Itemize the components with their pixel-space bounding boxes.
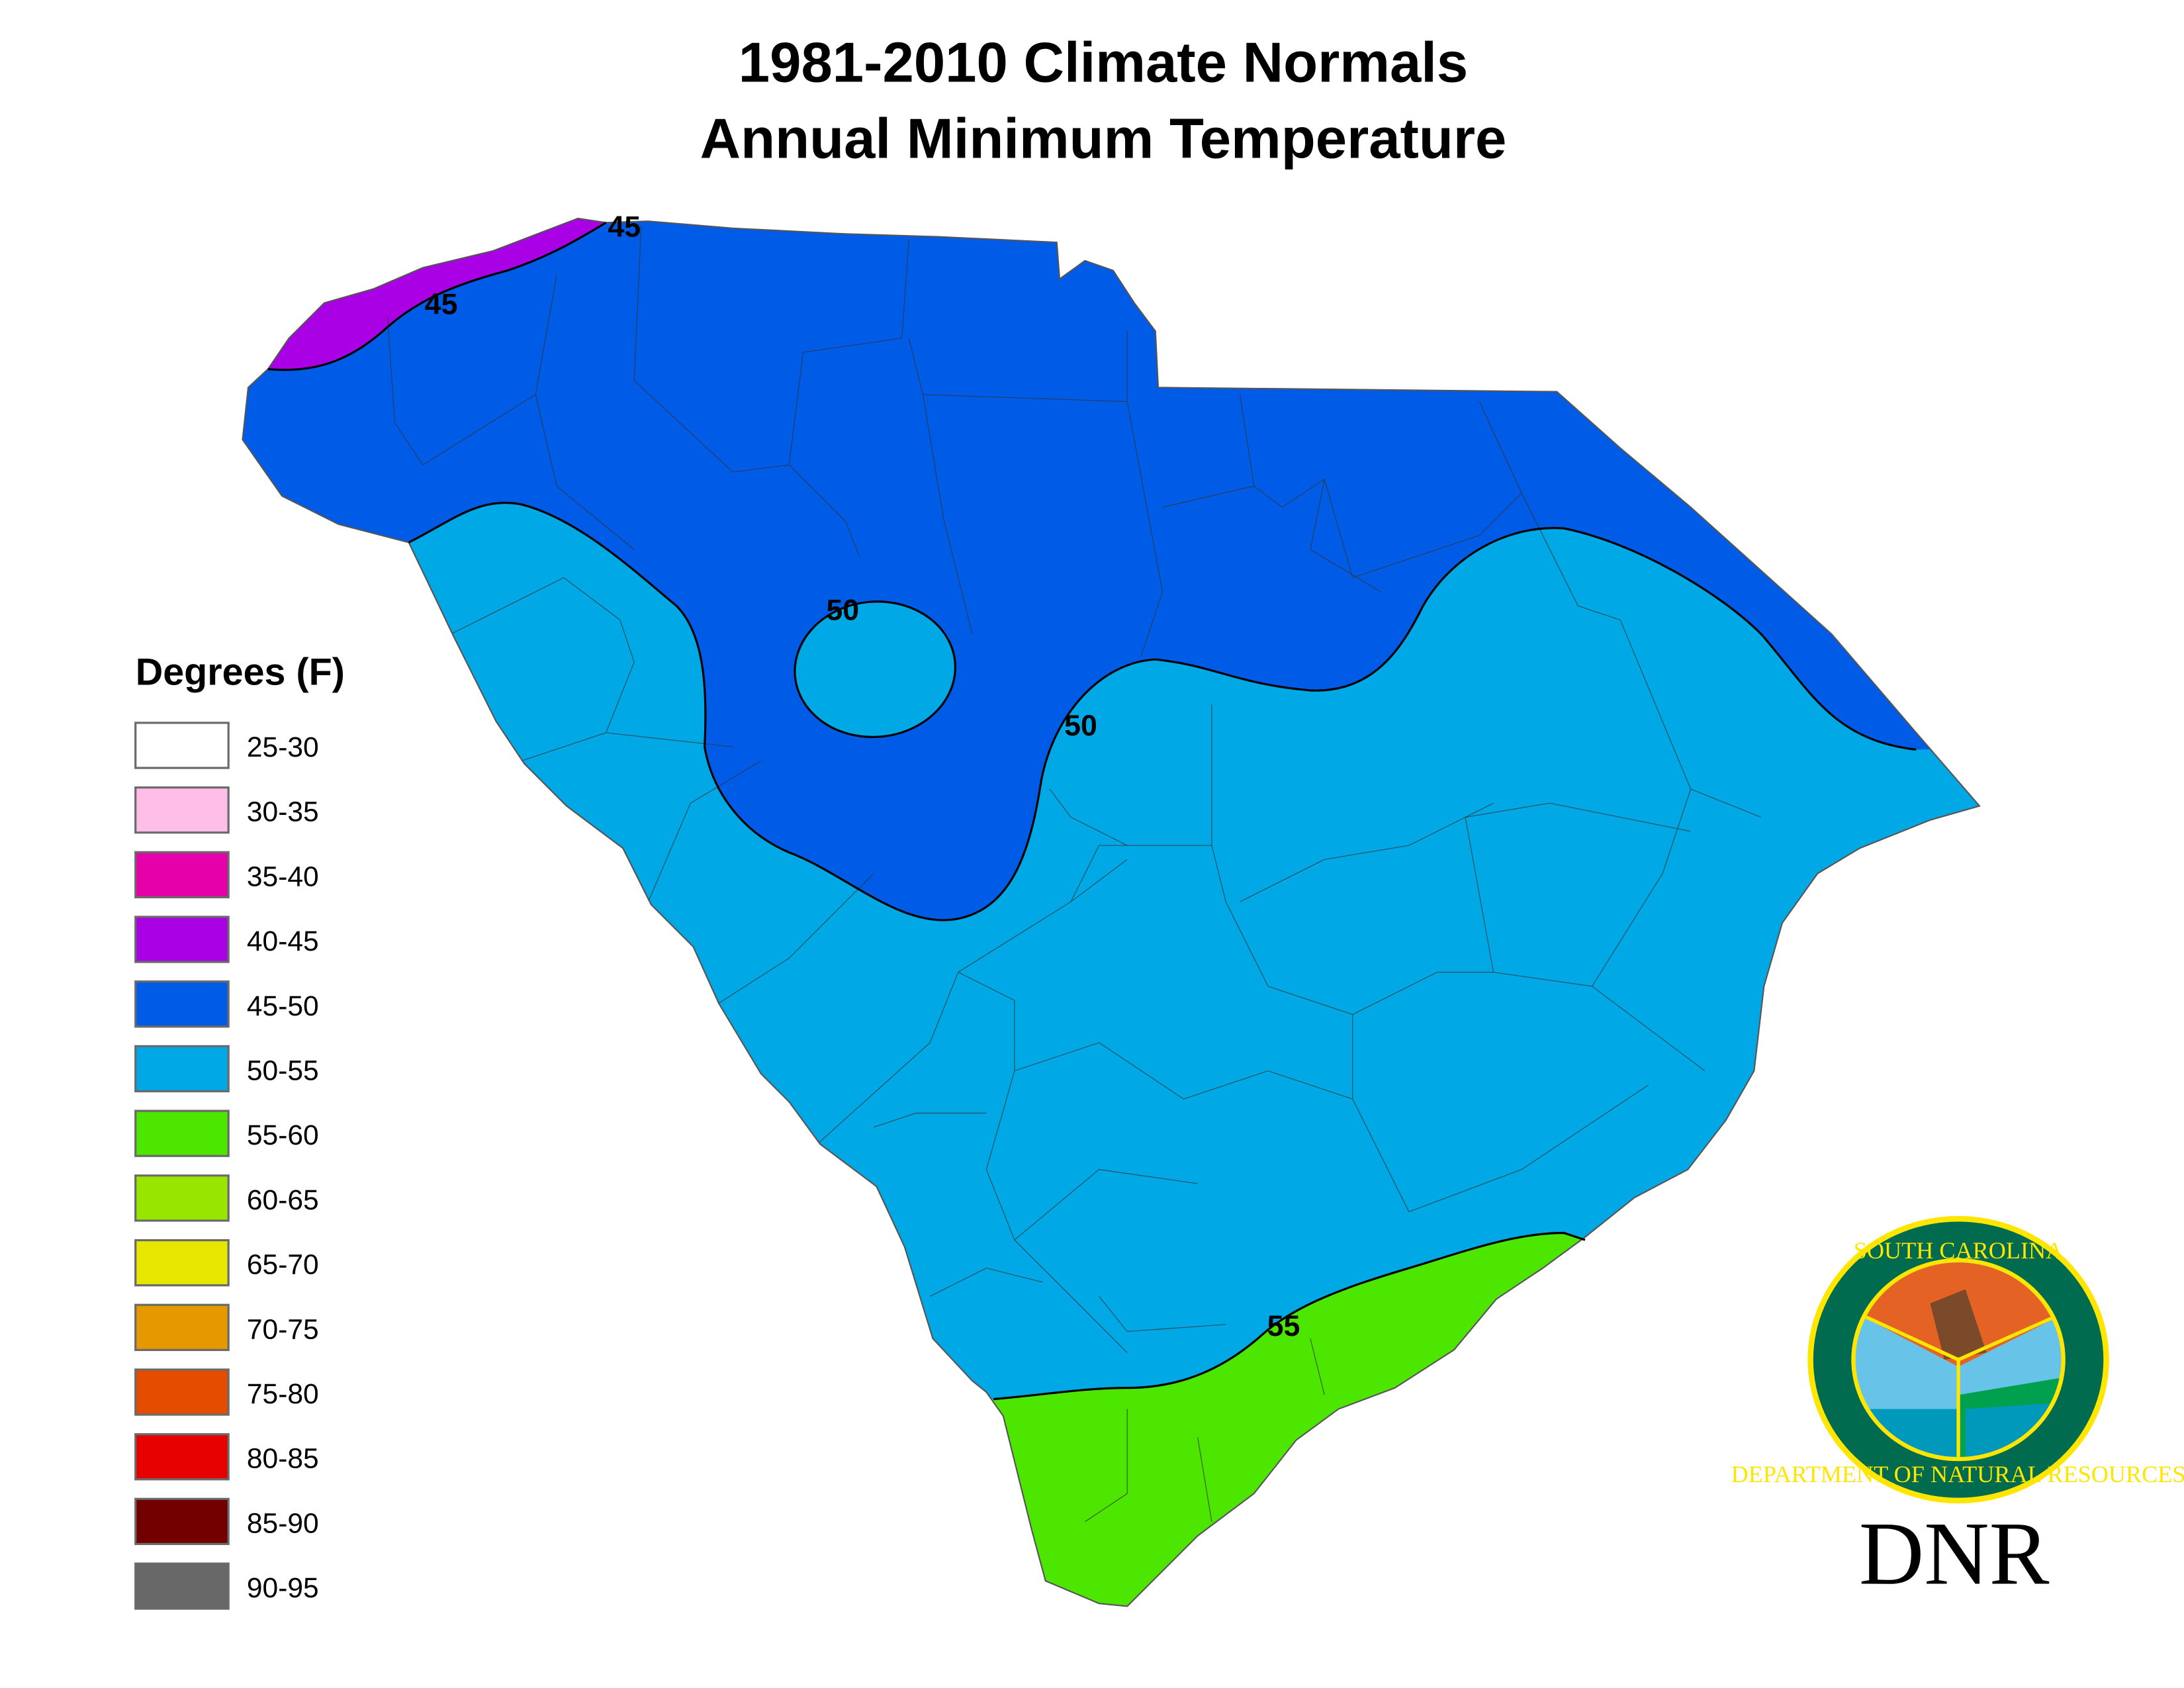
legend-item: 45-50 (134, 980, 319, 1028)
legend-item: 30-35 (134, 786, 319, 834)
logo-acronym: DNR (1859, 1504, 2050, 1603)
legend-item: 40-45 (134, 915, 319, 963)
legend-swatch (134, 786, 230, 834)
legend-swatch (134, 1497, 230, 1546)
legend-item: 50-55 (134, 1045, 319, 1093)
legend: Degrees (F) 25-30 30-35 35-40 40-45 45-50 50-… (134, 651, 345, 1610)
legend-swatch (134, 1045, 230, 1093)
legend-label: 90-95 (247, 1572, 319, 1604)
legend-item: 90-95 (134, 1562, 319, 1610)
legend-swatch (134, 1109, 230, 1157)
legend-swatch (134, 722, 230, 769)
legend-swatch (134, 1433, 230, 1481)
contour-label: 55 (1267, 1310, 1300, 1342)
dnr-logo: SOUTH CAROLINA DEPARTMENT OF NATURAL RES… (1731, 1215, 2184, 1603)
logo-bottom-text: DEPARTMENT OF NATURAL RESOURCES (1731, 1461, 2184, 1487)
legend-item: 80-85 (134, 1433, 319, 1481)
contour-label: 45 (425, 289, 458, 321)
contour-label: 50 (1064, 710, 1097, 742)
legend-label: 30-35 (247, 796, 319, 828)
contour-label: 50 (826, 594, 859, 627)
legend-label: 75-80 (247, 1378, 319, 1410)
legend-item: 60-65 (134, 1174, 319, 1222)
legend-swatch (134, 915, 230, 963)
isotherm-lines (267, 221, 1917, 1401)
legend-item: 75-80 (134, 1368, 319, 1416)
logo-top-text: SOUTH CAROLINA (1854, 1237, 2064, 1264)
legend-swatch (134, 1368, 230, 1416)
legend-swatch (134, 1562, 230, 1610)
legend-item: 25-30 (134, 722, 319, 769)
legend-item: 85-90 (134, 1497, 319, 1546)
county-boundaries (387, 225, 1762, 1523)
legend-item: 35-40 (134, 851, 319, 899)
legend-swatch (134, 1239, 230, 1287)
legend-item: 70-75 (134, 1303, 319, 1351)
legend-label: 40-45 (247, 925, 319, 957)
legend-swatch (134, 1303, 230, 1351)
legend-swatch (134, 1174, 230, 1222)
contour-label: 45 (608, 211, 641, 244)
legend-label: 70-75 (247, 1313, 319, 1345)
map-title-line2: Annual Minimum Temperature (700, 107, 1507, 170)
zone-50-55-island (794, 600, 956, 738)
legend-swatch (134, 851, 230, 899)
legend-label: 55-60 (247, 1119, 319, 1151)
legend-item: 55-60 (134, 1109, 319, 1157)
legend-label: 65-70 (247, 1249, 319, 1281)
legend-label: 80-85 (247, 1443, 319, 1475)
legend-label: 60-65 (247, 1184, 319, 1216)
map-title-line1: 1981-2010 Climate Normals (739, 31, 1469, 94)
legend-label: 50-55 (247, 1055, 319, 1087)
legend-label: 35-40 (247, 861, 319, 892)
legend-label: 45-50 (247, 990, 319, 1022)
legend-label: 25-30 (247, 731, 319, 763)
legend-title: Degrees (F) (136, 651, 345, 693)
legend-label: 85-90 (247, 1507, 319, 1539)
legend-swatch (134, 980, 230, 1028)
legend-item: 65-70 (134, 1239, 319, 1287)
